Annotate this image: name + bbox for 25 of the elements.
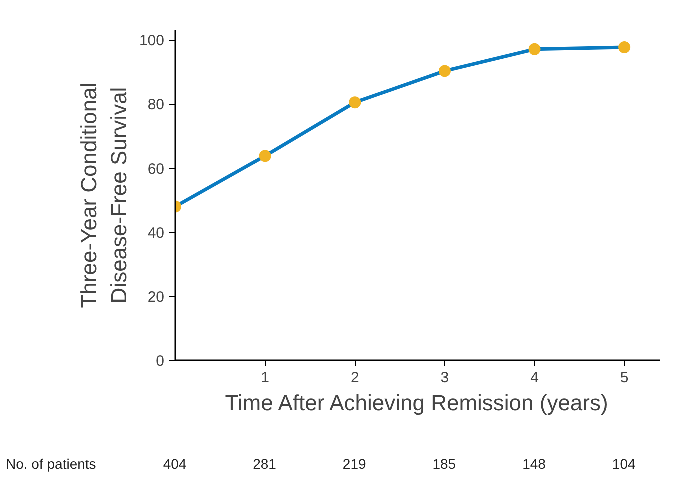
point xyxy=(618,41,631,54)
text: 219 xyxy=(342,455,368,474)
text: No. of patients xyxy=(6,455,96,474)
point xyxy=(438,65,451,78)
y-axis-title: Three-Year Conditional Disease-Free Survival xyxy=(76,82,132,308)
point xyxy=(528,43,541,56)
x-tick-label: 4 xyxy=(530,370,539,386)
y-tick-label: 40 xyxy=(148,224,165,242)
y-tick-label: 80 xyxy=(148,96,165,114)
x-tick-label: 2 xyxy=(350,370,360,386)
point xyxy=(349,96,362,109)
text: 104 xyxy=(611,455,637,474)
text: 281 xyxy=(252,455,278,474)
x-tick-label: 1 xyxy=(261,370,270,386)
x-tick-label: 5 xyxy=(620,370,629,386)
y-tick-label: 60 xyxy=(148,160,165,178)
y-tick-label: 100 xyxy=(139,32,165,50)
text: 404 xyxy=(162,455,188,474)
text: 148 xyxy=(522,455,547,474)
y-tick-label: 20 xyxy=(148,288,165,306)
x-tick-label: 3 xyxy=(440,370,450,386)
point xyxy=(259,150,272,162)
y-tick-label: 0 xyxy=(156,353,164,370)
text: 185 xyxy=(432,455,458,474)
x-axis-title: Time After Achieving Remission (years) xyxy=(225,390,608,416)
